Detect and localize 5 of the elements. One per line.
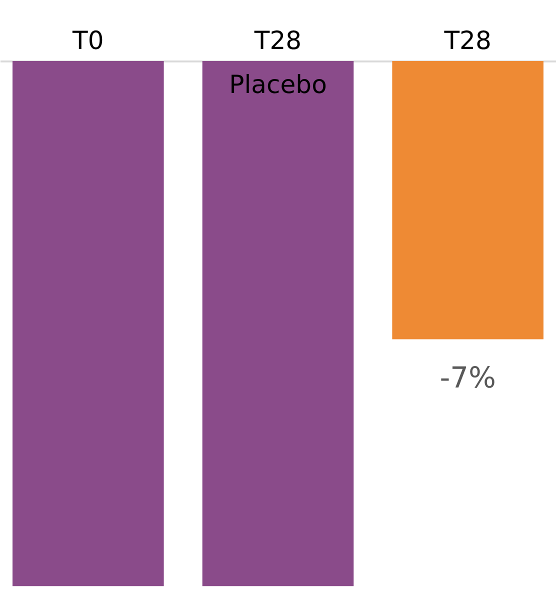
x-tick-label: T0 [72, 26, 104, 55]
annotation: -7% [440, 360, 496, 394]
x-tick-label: T28 [253, 26, 302, 55]
annotation: Placebo [229, 70, 327, 99]
x-tick-label: T28 [443, 26, 492, 55]
